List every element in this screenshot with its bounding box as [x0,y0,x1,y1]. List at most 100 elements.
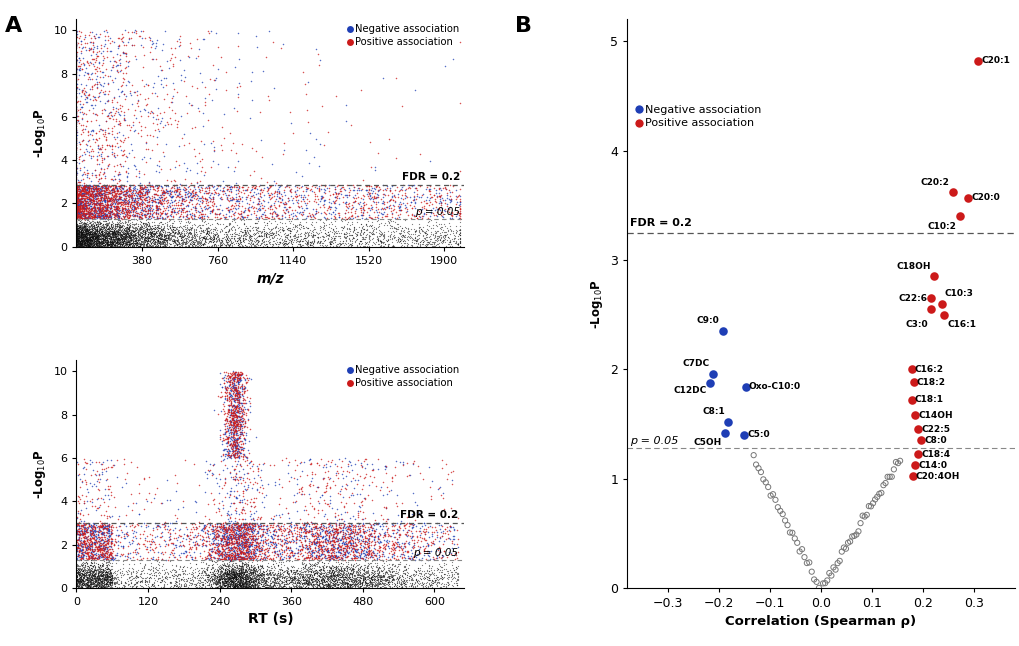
Point [166,207,182,217]
Point [370,463,386,474]
Point [230,404,247,414]
Point [68,228,85,238]
Point [103,521,119,531]
Point [363,200,379,211]
Point [140,238,156,248]
Point [68,228,85,238]
Point [216,517,232,527]
Point [228,388,245,398]
Point [282,545,299,555]
Point [328,526,344,537]
Point [106,171,122,181]
Point [218,192,234,202]
Point [248,554,264,564]
Point [389,224,406,234]
Point [228,426,245,437]
Point [98,184,114,194]
Point [92,203,108,213]
Point [147,567,163,577]
Point [273,231,289,242]
Point [115,224,131,234]
Point [106,229,122,240]
Point [432,205,448,216]
Point [83,547,99,557]
Point [77,231,94,241]
Point [68,187,85,197]
Point [228,415,245,425]
Point [224,553,240,563]
Point [432,567,448,577]
Point [226,404,243,414]
Point [315,574,331,585]
Point [341,238,358,249]
Point [156,521,172,532]
Point [184,565,201,576]
Point [101,233,117,244]
Point [130,230,147,240]
Point [309,528,325,538]
Point [73,576,90,586]
Point [123,231,140,242]
Point [73,213,90,224]
Point [175,576,192,586]
Point [120,242,137,252]
Point [236,532,253,542]
Point [338,574,355,584]
Point [71,566,88,576]
Point [84,74,100,85]
Point [214,542,230,552]
Point [932,298,949,309]
Point [136,183,152,194]
Point [165,227,181,238]
Point [428,204,444,214]
Point [408,574,424,585]
Point [114,203,130,214]
Point [68,204,85,214]
Point [139,197,155,207]
Point [71,210,88,220]
Point [139,219,155,229]
Point [221,569,237,579]
Point [385,537,401,548]
Point [165,234,181,244]
Point [400,575,417,585]
Point [223,398,239,408]
Point [236,233,253,243]
Point [104,184,120,194]
Point [235,212,252,222]
Point [248,210,264,220]
Point [413,579,429,590]
Point [119,224,136,234]
Point [269,559,285,570]
Point [68,166,85,176]
Point [105,231,121,241]
Point [235,541,252,552]
Point [85,241,101,251]
Point [68,209,85,220]
Point [138,184,154,194]
Point [296,524,312,534]
Point [158,192,174,202]
Point [93,186,109,196]
Point [125,222,142,232]
Point [71,196,88,206]
Point [149,212,165,222]
Point [339,568,356,579]
Point [229,582,246,592]
Point [292,227,309,238]
Point [221,526,237,537]
Point [347,229,364,239]
Point [334,529,351,539]
Point [214,185,230,196]
Point [220,388,236,398]
Point [68,242,85,252]
Point [97,205,113,216]
Point [127,229,144,240]
Point [87,202,103,213]
Point [213,573,229,583]
Point [394,574,411,585]
Point [68,185,85,195]
Point [216,526,232,537]
Point [409,235,425,245]
Point [88,573,104,583]
